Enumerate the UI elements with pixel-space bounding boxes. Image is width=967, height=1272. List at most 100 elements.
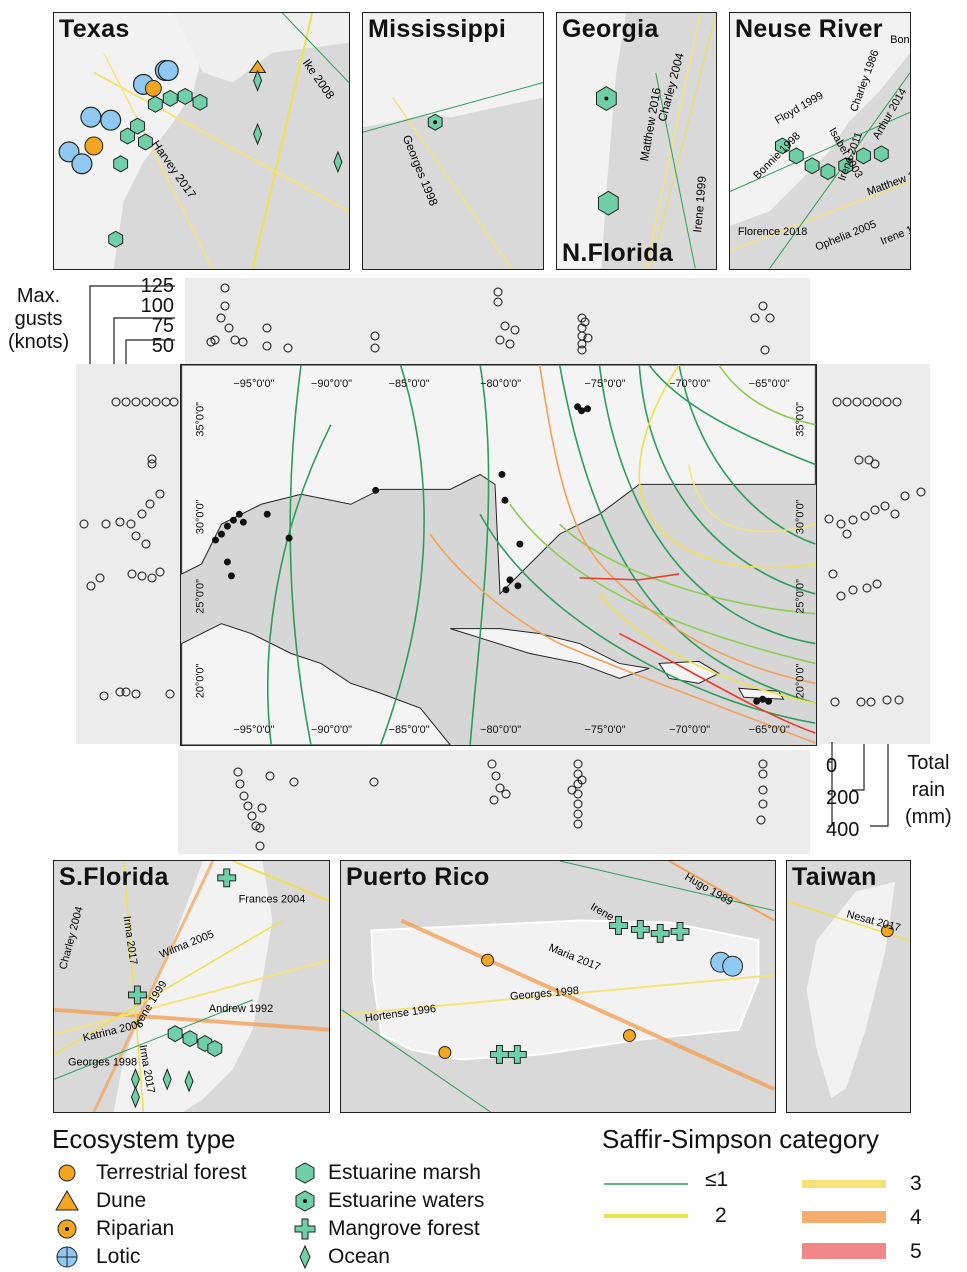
ecosystem-legend-title: Ecosystem type [52, 1124, 236, 1154]
legend-ocean: Ocean [328, 1245, 390, 1268]
legend-cat-1: ≤1 [705, 1168, 729, 1191]
svg-text:−75°0'0": −75°0'0" [585, 378, 626, 390]
storm-label: Frances 2004 [239, 894, 306, 906]
inset-puerto-rico: Hugo 1989 Irene Maria 2017 Georges 1998 … [340, 860, 776, 1113]
storm-label: Charley 2004 [57, 905, 85, 971]
gusts-axis-leaders [89, 285, 175, 368]
inset-title: Texas [59, 15, 130, 43]
svg-text:−90°0'0": −90°0'0" [311, 378, 352, 390]
saffir-simpson-legend-title: Saffir-Simpson category [602, 1124, 879, 1154]
svg-text:−80°0'0": −80°0'0" [480, 378, 521, 390]
storm-label: Bonnie 1998 [890, 34, 910, 46]
taiwan-map: Nesat 2017 [787, 881, 910, 1099]
texas-map: Ike 2008 Harvey 2017 [54, 13, 349, 269]
storm-label-matthew: Matthew 2016 [637, 86, 664, 162]
svg-text:30°0'0": 30°0'0" [794, 499, 806, 534]
main-map-svg: −95°0'0" −90°0'0" −85°0'0" −80°0'0" −75°0'0"… [181, 365, 816, 745]
estuarine-marsh-icon [295, 1162, 315, 1184]
lon-ticks-bottom: −95°0'0" −90°0'0" −85°0'0" −80°0'0" −75°0'0"… [233, 724, 789, 736]
svg-text:25°0'0": 25°0'0" [195, 579, 207, 614]
gusts-top-points [206, 283, 775, 355]
storm-label: Florence 2018 [738, 226, 807, 238]
storm-label: Irene 1999 [879, 217, 910, 248]
svg-text:−80°0'0": −80°0'0" [480, 724, 521, 736]
cat1-swatch [604, 1183, 688, 1185]
rain-strip-bottom [178, 750, 810, 854]
inset-south-florida: Frances 2004 Charley 2004 Irma 2017 Wilm… [53, 860, 330, 1113]
cat2-swatch [604, 1214, 688, 1218]
riparian-icon [57, 1219, 77, 1239]
legend-lotic: Lotic [96, 1245, 141, 1268]
svg-text:20°0'0": 20°0'0" [794, 663, 806, 698]
inset-neuse-river: Bonnie 1998 Floyd 1999 Isabel 2003 Charl… [729, 12, 911, 270]
inset-texas: Ike 2008 Harvey 2017 Texas [53, 12, 350, 270]
svg-text:−65°0'0": −65°0'0" [749, 724, 790, 736]
svg-text:−75°0'0": −75°0'0" [585, 724, 626, 736]
inset-georgia: Matthew 2016 Charley 2004 Irene 1999 Geo… [556, 12, 717, 270]
svg-text:−85°0'0": −85°0'0" [389, 724, 430, 736]
rain-bottom-points [233, 759, 768, 851]
gusts-left-points [79, 397, 179, 701]
svg-text:−90°0'0": −90°0'0" [311, 724, 352, 736]
inset-title: S.Florida [59, 863, 169, 891]
legend-estuarine-waters: Estuarine waters [328, 1189, 485, 1212]
lon-ticks-top: −95°0'0" −90°0'0" −85°0'0" −80°0'0" −75°0'0"… [233, 378, 789, 390]
legend-cat-3: 3 [910, 1172, 922, 1195]
terrestrial-forest-icon [58, 1164, 76, 1182]
svg-text:−95°0'0": −95°0'0" [233, 724, 274, 736]
cat4-swatch [802, 1211, 886, 1223]
inset-mississippi: Georges 1998 Mississippi [362, 12, 544, 270]
inset-taiwan: Nesat 2017 Taiwan [786, 860, 911, 1113]
legend-dune: Dune [96, 1189, 147, 1212]
svg-text:−65°0'0": −65°0'0" [749, 378, 790, 390]
estuarine-waters-icon [295, 1190, 315, 1212]
lat-ticks-right: 35°0'0" 30°0'0" 25°0'0" 20°0'0" [794, 402, 806, 698]
storm-label-ike: Ike 2008 [300, 56, 338, 102]
inset-subtitle: N.Florida [562, 239, 674, 267]
lotic-icon [56, 1246, 78, 1268]
mangrove-forest-icon [294, 1218, 316, 1240]
storm-label: Matthew 2016 [865, 164, 910, 199]
rain-tick-labels: 0 200 400 [826, 755, 860, 841]
inset-title: Puerto Rico [346, 863, 490, 891]
storm-label: Andrew 1992 [209, 1003, 273, 1015]
legend-estuarine-marsh: Estuarine marsh [328, 1161, 481, 1184]
storm-label: Georges 1998 [68, 1056, 137, 1068]
neuse-map: Bonnie 1998 Floyd 1999 Isabel 2003 Charl… [730, 13, 910, 269]
storm-label-irene: Irene 1999 [690, 175, 709, 233]
rain-right-points [824, 397, 926, 707]
cat5-swatch [802, 1243, 886, 1259]
puertorico-map: Hugo 1989 Irene Maria 2017 Georges 1998 … [341, 861, 775, 1112]
storm-label: Arthur 2014 [871, 86, 910, 141]
sflorida-map: Frances 2004 Charley 2004 Irma 2017 Wilm… [54, 861, 329, 1112]
svg-text:30°0'0": 30°0'0" [195, 499, 207, 534]
rain-strip-right [817, 364, 930, 744]
lat-ticks-left: 35°0'0" 30°0'0" 25°0'0" 20°0'0" [195, 402, 207, 698]
storm-label-charley: Charley 2004 [655, 51, 687, 123]
gusts-strip-left [76, 364, 180, 744]
ocean-icon [299, 1244, 311, 1270]
svg-text:20°0'0": 20°0'0" [195, 663, 207, 698]
inset-title: Georgia [562, 15, 659, 43]
inset-title: Taiwan [792, 863, 877, 891]
legend-cat-4: 4 [910, 1206, 922, 1229]
svg-text:−70°0'0": −70°0'0" [669, 724, 710, 736]
svg-text:35°0'0": 35°0'0" [195, 402, 207, 437]
storm-label: Irma 2017 [121, 915, 140, 965]
dune-icon [55, 1190, 79, 1211]
svg-text:−95°0'0": −95°0'0" [233, 378, 274, 390]
legend-terrestrial-forest: Terrestrial forest [96, 1161, 247, 1184]
inset-title: Mississippi [368, 15, 507, 43]
storm-label: Georges 1998 [510, 985, 580, 1003]
legend-mangrove-forest: Mangrove forest [328, 1217, 480, 1240]
svg-text:35°0'0": 35°0'0" [794, 402, 806, 437]
rain-axis-label: Total rain (mm) [905, 752, 952, 828]
storm-label-georges: Georges 1998 [400, 133, 441, 208]
svg-text:25°0'0": 25°0'0" [794, 579, 806, 614]
main-map: −95°0'0" −90°0'0" −85°0'0" −80°0'0" −75°0'0"… [180, 364, 817, 746]
legend-cat-2: 2 [715, 1204, 727, 1227]
mississippi-map: Georges 1998 [363, 13, 543, 269]
svg-text:−85°0'0": −85°0'0" [389, 378, 430, 390]
svg-text:−70°0'0": −70°0'0" [669, 378, 710, 390]
rain-axis-leaders [828, 742, 889, 827]
